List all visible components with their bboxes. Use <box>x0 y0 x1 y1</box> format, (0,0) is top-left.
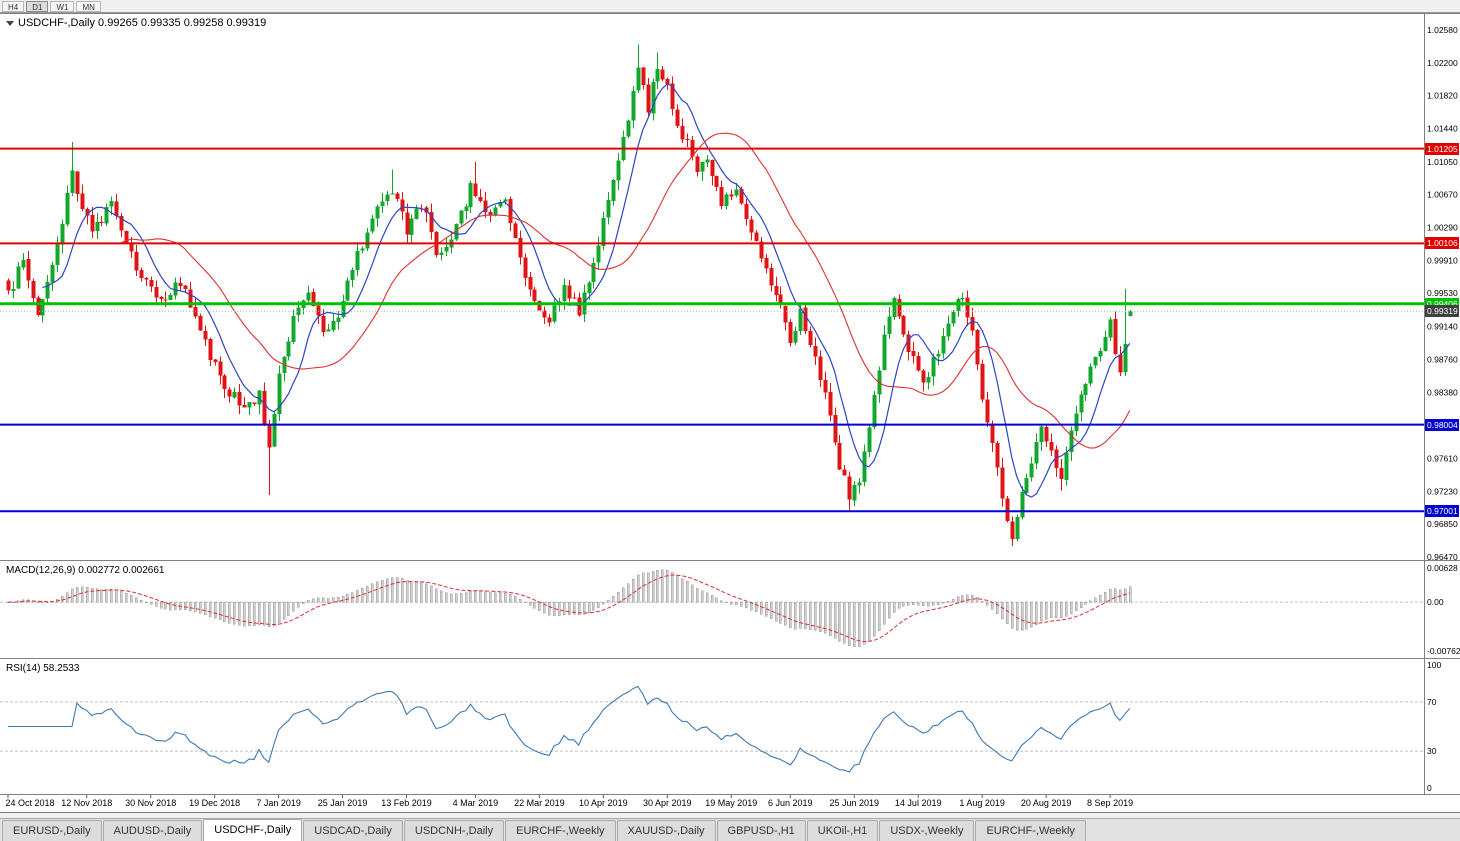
svg-text:13 Feb 2019: 13 Feb 2019 <box>381 798 432 808</box>
symbol-dropdown-icon[interactable] <box>6 20 14 26</box>
svg-text:0.00: 0.00 <box>1427 597 1444 607</box>
svg-text:0.96850: 0.96850 <box>1427 519 1458 529</box>
svg-text:19 Dec 2018: 19 Dec 2018 <box>189 798 240 808</box>
svg-text:0.98760: 0.98760 <box>1427 354 1458 364</box>
timeframe-button-mn[interactable]: MN <box>76 0 101 12</box>
svg-text:-0.00762: -0.00762 <box>1427 646 1460 656</box>
chart-tab-11[interactable]: EURCHF-,Weekly <box>975 820 1086 841</box>
rsi-indicator-label: RSI(14) 58.2533 <box>6 663 80 674</box>
current-price-tag: 0.99319 <box>1425 305 1459 318</box>
svg-text:70: 70 <box>1427 697 1437 707</box>
timeframe-button-h4[interactable]: H4 <box>2 0 25 12</box>
svg-text:25 Jun 2019: 25 Jun 2019 <box>829 798 879 808</box>
chart-canvas[interactable]: 1.02580 1.02200 1.01820 1.01440 1.01050 1.006… <box>0 0 1460 813</box>
svg-text:1.01820: 1.01820 <box>1427 91 1458 101</box>
timeframe-button-w1[interactable]: W1 <box>50 0 75 12</box>
rsi-line <box>8 685 1131 773</box>
svg-text:6 Jun 2019: 6 Jun 2019 <box>768 798 813 808</box>
chart-title-text: USDCHF-,Daily 0.99265 0.99335 0.99258 0.… <box>18 17 267 29</box>
svg-text:1.00670: 1.00670 <box>1427 190 1458 200</box>
svg-text:0.96470: 0.96470 <box>1427 552 1458 562</box>
svg-text:22 Mar 2019: 22 Mar 2019 <box>514 798 565 808</box>
price-axis-labels: 1.02580 1.02200 1.01820 1.01440 1.01050 1.006… <box>1427 25 1458 562</box>
svg-text:1.02580: 1.02580 <box>1427 25 1458 35</box>
svg-text:100: 100 <box>1427 660 1441 670</box>
candles-layer <box>6 44 1133 546</box>
svg-text:1.01050: 1.01050 <box>1427 157 1458 167</box>
chart-tab-4[interactable]: USDCAD-,Daily <box>303 820 403 841</box>
chart-title: USDCHF-,Daily 0.99265 0.99335 0.99258 0.… <box>6 17 266 29</box>
svg-text:30 Apr 2019: 30 Apr 2019 <box>643 798 692 808</box>
chart-tab-2[interactable]: AUDUSD-,Daily <box>102 820 203 841</box>
timeframe-button-d1[interactable]: D1 <box>26 0 49 12</box>
svg-text:4 Mar 2019: 4 Mar 2019 <box>453 798 499 808</box>
chart-tabs-bar: EURUSD-,Daily AUDUSD-,Daily USDCHF-,Daily U… <box>0 818 1460 841</box>
chart-tab-6[interactable]: EURCHF-,Weekly <box>505 820 616 841</box>
svg-text:1.01440: 1.01440 <box>1427 123 1458 133</box>
svg-text:30 Nov 2018: 30 Nov 2018 <box>125 798 176 808</box>
chart-tab-10[interactable]: USDX-,Weekly <box>879 820 975 841</box>
macd-histogram <box>6 569 1132 647</box>
svg-text:0.97610: 0.97610 <box>1427 454 1458 464</box>
svg-text:12 Nov 2018: 12 Nov 2018 <box>61 798 112 808</box>
svg-text:14 Jul 2019: 14 Jul 2019 <box>895 798 942 808</box>
svg-text:0.98380: 0.98380 <box>1427 387 1458 397</box>
support-price-tag: 0.97001 <box>1425 505 1459 518</box>
horizontal-scrollbar[interactable] <box>0 813 1460 818</box>
svg-text:25 Jan 2019: 25 Jan 2019 <box>318 798 368 808</box>
resistance-price-tag: 1.00106 <box>1425 237 1459 250</box>
svg-text:0.00628: 0.00628 <box>1427 563 1458 573</box>
svg-text:1.02200: 1.02200 <box>1427 58 1458 68</box>
svg-text:10 Apr 2019: 10 Apr 2019 <box>579 798 628 808</box>
svg-text:0.99530: 0.99530 <box>1427 288 1458 298</box>
chart-tab-8[interactable]: GBPUSD-,H1 <box>716 820 806 841</box>
chart-tab-1[interactable]: EURUSD-,Daily <box>2 820 102 841</box>
svg-text:19 May 2019: 19 May 2019 <box>705 798 757 808</box>
resistance-price-tag: 1.01205 <box>1425 142 1459 155</box>
svg-text:30: 30 <box>1427 746 1437 756</box>
svg-text:1.00290: 1.00290 <box>1427 223 1458 233</box>
svg-text:0.99140: 0.99140 <box>1427 322 1458 332</box>
ma-slow-line <box>120 132 1131 449</box>
chart-tab-3[interactable]: USDCHF-,Daily <box>203 819 303 841</box>
svg-text:1 Aug 2019: 1 Aug 2019 <box>959 798 1005 808</box>
svg-text:0: 0 <box>1427 783 1432 793</box>
macd-indicator-label: MACD(12,26,9) 0.002772 0.002661 <box>6 565 165 576</box>
svg-text:7 Jan 2019: 7 Jan 2019 <box>256 798 301 808</box>
ma-fast-line <box>42 83 1131 498</box>
svg-text:20 Aug 2019: 20 Aug 2019 <box>1021 798 1072 808</box>
timeframe-toolbar: H4 D1 W1 MN <box>0 0 1460 13</box>
chart-tab-9[interactable]: UKOil-,H1 <box>806 820 879 841</box>
svg-text:8 Sep 2019: 8 Sep 2019 <box>1087 798 1133 808</box>
date-axis-labels: 24 Oct 2018 12 Nov 2018 30 Nov 2018 19 Dec … <box>5 795 1133 808</box>
chart-tab-5[interactable]: USDCNH-,Daily <box>403 820 505 841</box>
svg-text:24 Oct 2018: 24 Oct 2018 <box>5 798 54 808</box>
svg-text:0.99910: 0.99910 <box>1427 255 1458 265</box>
support-price-tag: 0.98004 <box>1425 418 1459 431</box>
svg-text:0.97230: 0.97230 <box>1427 486 1458 496</box>
chart-tab-7[interactable]: XAUUSD-,Daily <box>616 820 716 841</box>
macd-signal-line <box>8 574 1130 643</box>
panel-separators <box>0 13 1460 813</box>
